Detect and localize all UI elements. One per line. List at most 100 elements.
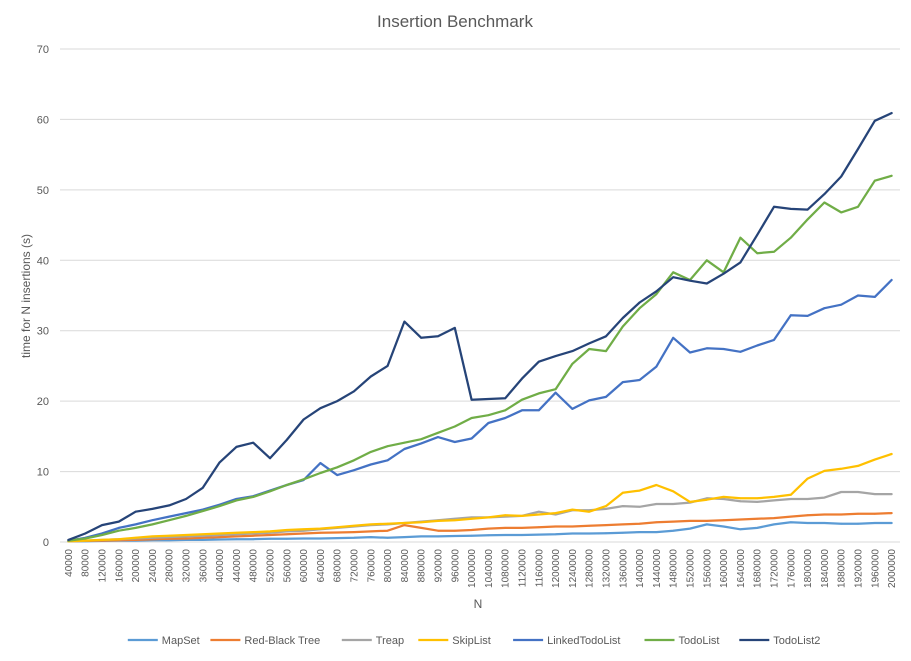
series-todolist — [67, 174, 893, 542]
data-point — [101, 534, 103, 536]
data-point — [353, 524, 355, 527]
data-point — [588, 342, 591, 345]
data-point — [739, 497, 742, 500]
data-point — [638, 301, 641, 304]
x-tick-label: 1160000 — [534, 549, 545, 588]
data-point — [134, 510, 137, 513]
x-tick-label: 80000 — [81, 549, 92, 577]
data-point — [621, 381, 624, 383]
data-point — [151, 535, 154, 538]
data-point — [235, 538, 238, 541]
data-point — [773, 496, 775, 498]
y-tick-label: 50 — [37, 185, 49, 197]
data-point — [655, 365, 658, 368]
data-point — [554, 391, 557, 394]
data-point — [521, 515, 523, 517]
data-point — [487, 527, 490, 530]
data-point — [201, 533, 204, 536]
data-point — [84, 539, 87, 542]
x-tick-label: 840000 — [400, 549, 411, 583]
data-point — [756, 497, 759, 500]
data-point — [605, 532, 607, 535]
data-point — [638, 307, 641, 310]
x-tick-label: 1720000 — [770, 549, 781, 588]
data-point — [537, 533, 540, 536]
data-point — [705, 520, 708, 522]
data-point — [789, 493, 792, 496]
data-point — [504, 534, 507, 536]
data-point — [823, 522, 826, 524]
data-point — [319, 462, 322, 464]
data-point — [269, 537, 271, 540]
x-tick-label: 1240000 — [568, 549, 579, 588]
legend-label: LinkedTodoList — [547, 635, 620, 647]
x-tick-label: 160000 — [114, 549, 125, 583]
series-red-black-tree — [67, 511, 893, 543]
x-tick-label: 1440000 — [652, 549, 663, 588]
data-point — [554, 525, 557, 528]
data-point — [453, 327, 456, 329]
data-point — [857, 522, 859, 525]
data-point — [168, 534, 171, 537]
data-point — [302, 418, 305, 421]
data-point — [319, 407, 322, 410]
data-point — [554, 388, 557, 391]
data-point — [638, 522, 641, 525]
x-tick-label: 1480000 — [669, 549, 680, 588]
data-point — [504, 409, 507, 412]
legend-label: MapSet — [162, 635, 200, 647]
data-point — [470, 437, 473, 440]
data-point — [806, 498, 809, 500]
data-point — [101, 524, 103, 526]
x-tick-label: 560000 — [282, 549, 293, 583]
data-point — [537, 526, 540, 529]
data-point — [84, 532, 87, 535]
data-point — [252, 496, 255, 498]
data-point — [857, 148, 859, 150]
data-point — [571, 508, 574, 511]
data-point — [185, 515, 187, 517]
x-tick-label: 1520000 — [686, 549, 697, 588]
x-tick-label: 1200000 — [551, 549, 562, 588]
data-point — [890, 279, 893, 281]
data-point — [218, 461, 221, 464]
data-point — [252, 441, 255, 444]
data-point — [521, 527, 523, 529]
x-tick-label: 880000 — [417, 549, 428, 583]
data-point — [403, 441, 406, 444]
data-point — [285, 529, 288, 531]
data-point — [739, 236, 742, 239]
data-point — [537, 510, 540, 513]
data-point — [806, 477, 809, 480]
data-point — [655, 531, 658, 533]
data-point — [168, 515, 171, 518]
series-lines — [67, 111, 893, 543]
data-point — [403, 320, 406, 323]
x-tick-label: 1800000 — [803, 549, 814, 588]
data-point — [857, 465, 859, 467]
data-point — [605, 335, 607, 338]
data-point — [302, 478, 305, 481]
data-point — [571, 362, 574, 365]
data-point — [336, 466, 339, 469]
data-point — [453, 425, 456, 428]
x-tick-label: 440000 — [232, 549, 243, 583]
data-point — [789, 521, 792, 524]
data-point — [201, 539, 204, 541]
data-point — [84, 537, 87, 540]
data-point — [353, 531, 355, 533]
data-point — [638, 505, 641, 508]
data-point — [806, 208, 809, 211]
data-point — [252, 534, 255, 537]
data-point — [806, 218, 809, 221]
data-point — [117, 520, 120, 523]
data-point — [890, 112, 893, 114]
x-tick-label: 600000 — [299, 549, 310, 583]
data-point — [336, 531, 339, 534]
data-point — [705, 347, 708, 350]
data-point — [437, 535, 439, 538]
data-point — [117, 529, 120, 532]
data-point — [369, 451, 372, 453]
data-point — [655, 521, 658, 524]
